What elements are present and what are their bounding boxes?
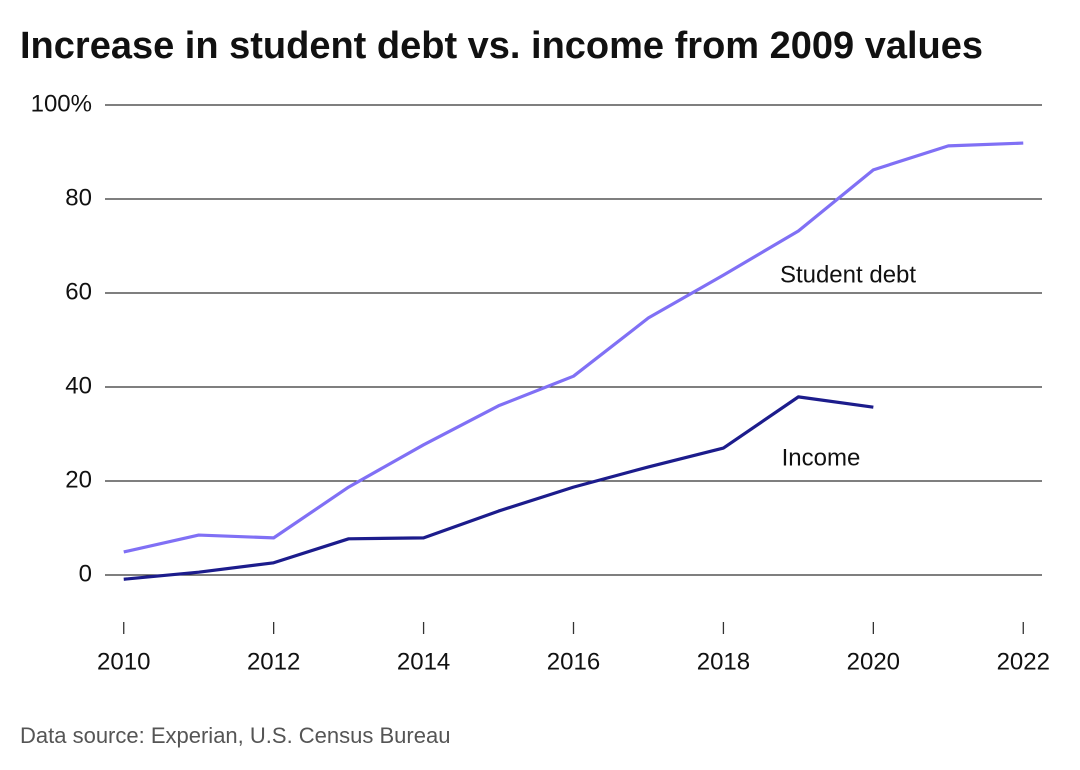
y-tick-label: 0 (79, 560, 92, 587)
series-label: Student debt (780, 261, 916, 288)
y-tick-label: 80 (65, 184, 92, 211)
x-tick-label: 2020 (847, 648, 900, 675)
x-tick-label: 2012 (247, 648, 300, 675)
source-note: Data source: Experian, U.S. Census Burea… (20, 723, 450, 748)
x-tick-label: 2014 (397, 648, 450, 675)
y-tick-label: 60 (65, 278, 92, 305)
series-line (123, 395, 874, 581)
x-tick-label: 2016 (547, 648, 600, 675)
x-tick-label: 2018 (697, 648, 750, 675)
y-tick-label: 20 (65, 466, 92, 493)
y-tick-label: 100% (31, 90, 92, 117)
x-tick-label: 2022 (997, 648, 1050, 675)
series-line (123, 141, 1024, 554)
x-tick-label: 2010 (97, 648, 150, 675)
series-label: Income (782, 444, 861, 471)
chart-title: Increase in student debt vs. income from… (20, 25, 983, 67)
y-tick-label: 40 (65, 372, 92, 399)
